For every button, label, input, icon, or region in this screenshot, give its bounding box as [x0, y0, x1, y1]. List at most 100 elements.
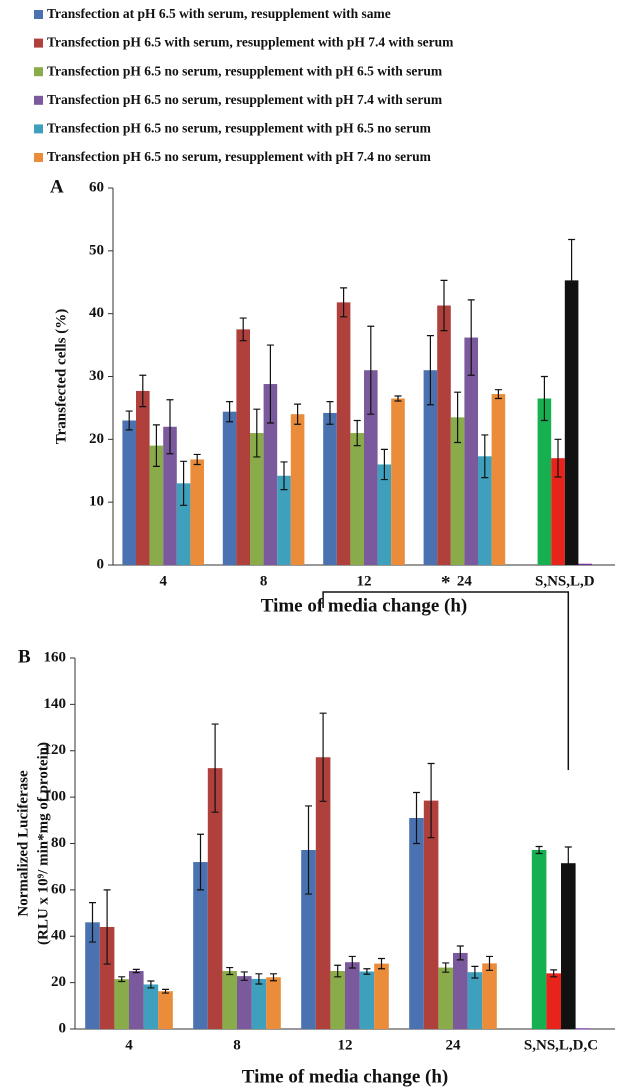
bar [315, 757, 331, 1029]
bar [190, 459, 204, 565]
bar [482, 963, 497, 1029]
legend-swatch [34, 95, 43, 105]
bar [450, 417, 465, 565]
y-tick-label: 120 [44, 742, 67, 758]
bar [193, 862, 208, 1029]
error-bar [486, 955, 493, 971]
error-bar [89, 902, 96, 943]
bar [478, 456, 492, 565]
error-bar [139, 374, 147, 408]
error-bar [103, 889, 111, 965]
error-bar [226, 966, 234, 976]
error-bar [305, 805, 312, 895]
error-bar [132, 968, 140, 974]
bar [99, 926, 115, 1029]
error-bar [554, 438, 562, 478]
error-bar [266, 344, 274, 424]
bar [237, 976, 252, 1029]
error-bar [166, 399, 174, 455]
error-bar [348, 955, 356, 969]
error-bar [456, 945, 464, 961]
bar [330, 971, 345, 1029]
y-tick-label: 60 [89, 179, 104, 195]
bar [149, 445, 164, 565]
error-bar [118, 976, 126, 983]
bar [251, 978, 267, 1029]
legend-swatch [34, 67, 43, 77]
bar [546, 973, 561, 1029]
error-bar [568, 238, 576, 322]
y-tick-label: 140 [44, 696, 67, 712]
legend-label: Transfection at pH 6.5 with serum, resup… [47, 6, 391, 21]
y-axis-title: Normalized Luciferase [15, 770, 31, 917]
bar [143, 984, 159, 1029]
error-bar [426, 335, 434, 406]
bar [359, 971, 375, 1029]
legend-label: Transfection pH 6.5 no serum, resuppleme… [47, 63, 443, 78]
bar [423, 800, 439, 1029]
bar [464, 337, 478, 565]
error-bar [481, 434, 489, 479]
error-bar [394, 395, 402, 402]
y-axis-title: Transfected cells (%) [53, 309, 69, 445]
bar [438, 967, 453, 1029]
y-tick-label: 40 [89, 305, 104, 321]
y-tick-label: 50 [89, 242, 104, 258]
x-tick-label: 12 [357, 573, 372, 589]
bar [564, 280, 579, 565]
error-bar [326, 401, 334, 425]
x-tick-label: 8 [233, 1037, 241, 1053]
error-bar [334, 964, 342, 978]
y-tick-label: 60 [51, 881, 66, 897]
significance-bracket [322, 591, 570, 770]
bar [301, 849, 316, 1029]
bar [575, 1028, 591, 1030]
bar [364, 370, 378, 565]
y-tick-label: 80 [51, 835, 66, 851]
y-tick-label: 10 [89, 494, 104, 510]
bar [207, 768, 223, 1029]
error-bar [180, 460, 188, 506]
x-axis-title: Time of media change (h) [242, 1066, 449, 1087]
x-tick-label: 8 [260, 573, 268, 589]
bar [222, 411, 237, 565]
error-bar [340, 287, 348, 318]
x-tick-label: S,NS,L,D,C [524, 1037, 598, 1053]
error-bar [440, 279, 448, 332]
error-bar [540, 375, 548, 422]
error-bar [280, 461, 288, 491]
panel-label: B [18, 646, 31, 667]
significance-mark: * [441, 572, 451, 593]
bar [467, 972, 483, 1029]
error-bar [454, 391, 462, 444]
legend-label: Transfection pH 6.5 no serum, resuppleme… [47, 92, 443, 107]
error-bar [197, 833, 204, 891]
error-bar [193, 453, 201, 466]
bar [263, 384, 278, 565]
bar [537, 398, 552, 565]
error-bar [442, 962, 450, 973]
bar [176, 483, 191, 565]
bar [377, 464, 392, 565]
bar [114, 979, 129, 1029]
bar [578, 563, 592, 565]
error-bar [125, 410, 133, 431]
legend-swatch [34, 10, 43, 19]
bar [409, 817, 424, 1029]
error-bar [319, 712, 327, 802]
bar [290, 414, 305, 565]
bar [136, 390, 150, 565]
error-bar [294, 403, 302, 425]
legend-label: Transfection pH 6.5 with serum, resupple… [47, 35, 454, 50]
y-tick-label: 160 [44, 649, 67, 665]
x-tick-label: 24 [446, 1037, 462, 1053]
error-bar [226, 401, 234, 423]
bar [222, 971, 237, 1029]
bar [391, 398, 405, 565]
error-bar [211, 723, 219, 813]
error-bar [363, 968, 371, 975]
error-bar [253, 408, 261, 458]
error-bar [550, 969, 558, 978]
error-bar [427, 762, 435, 839]
